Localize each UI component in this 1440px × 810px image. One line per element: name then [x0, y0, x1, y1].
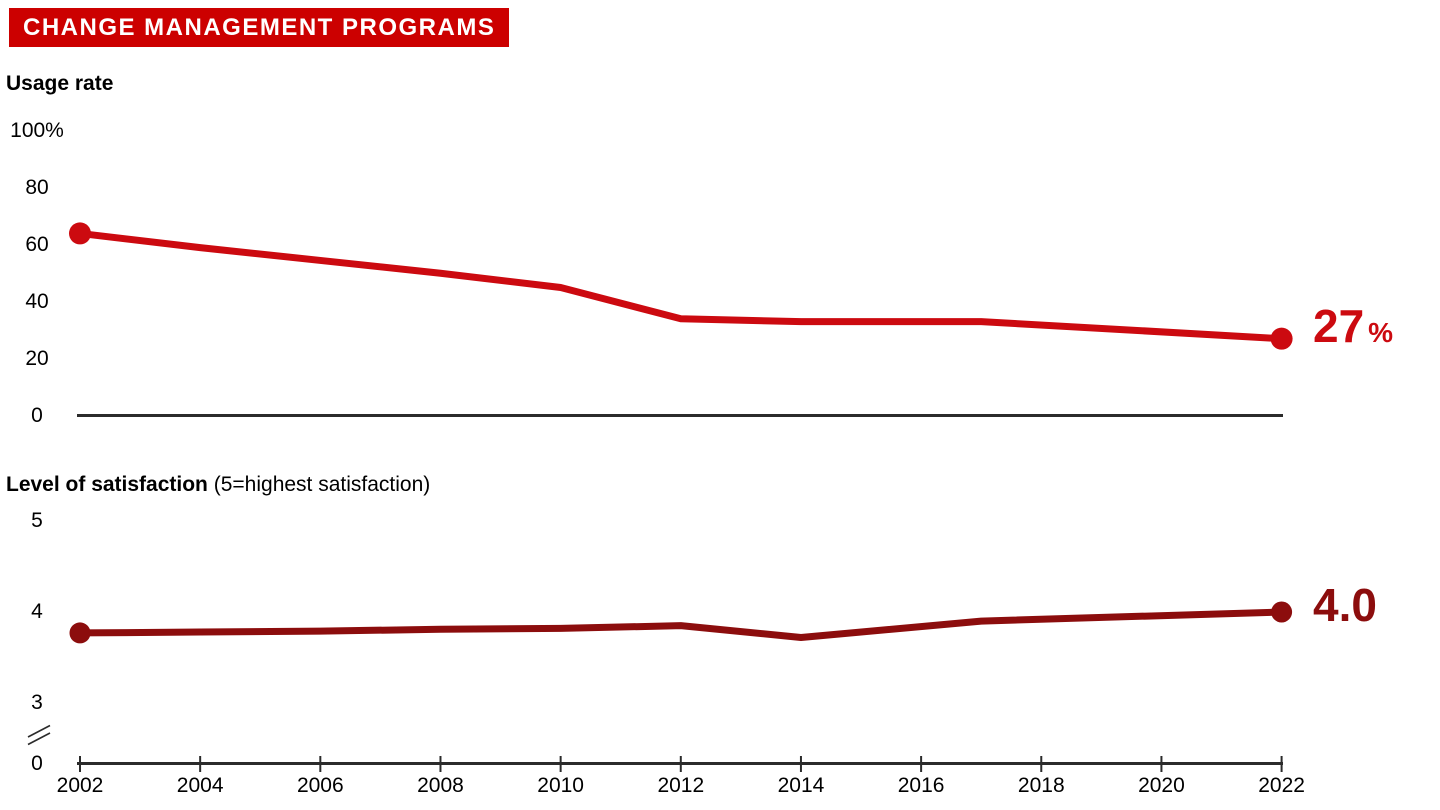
satisfaction-axis-title-bold: Level of satisfaction [6, 473, 208, 496]
usage-first-point-marker [69, 222, 91, 245]
usage-y-tick-label: 80 [25, 175, 49, 199]
satisfaction-first-point-marker [69, 622, 91, 644]
y-axis-break-icon [27, 724, 51, 746]
satisfaction-y-tick-label: 3 [31, 691, 43, 714]
chart-title: CHANGE MANAGEMENT PROGRAMS [23, 14, 496, 41]
satisfaction-y-tick-label: 5 [31, 509, 43, 532]
satisfaction-axis-title: Level of satisfaction (5=highest satisfa… [6, 473, 430, 497]
x-axis-tick-marks [79, 756, 1283, 772]
satisfaction-line [79, 608, 1282, 641]
x-axis-year-label: 2002 [56, 774, 104, 797]
satisfaction-last-point-marker [1271, 601, 1293, 623]
usage-end-unit: % [1368, 317, 1394, 348]
usage-y-tick-label: 0 [31, 403, 43, 427]
satisfaction-axis-title-note: (5=highest satisfaction) [213, 473, 431, 496]
usage-end-value-label: 27% [1313, 303, 1393, 349]
usage-y-tick-label: 60 [25, 232, 49, 256]
x-axis-year-label: 2016 [897, 774, 945, 797]
usage-last-point-marker [1270, 327, 1293, 350]
x-axis-year-label: 2004 [176, 774, 224, 797]
usage-rate-axis-title: Usage rate [6, 72, 114, 95]
x-axis-year-label: 2008 [417, 774, 464, 797]
chart-title-banner: CHANGE MANAGEMENT PROGRAMS [9, 8, 510, 47]
x-axis-year-label: 2022 [1258, 774, 1305, 797]
usage-y-tick-label: 40 [25, 289, 49, 313]
x-axis-year-label: 2012 [657, 774, 705, 797]
usage-end-value: 27 [1313, 300, 1365, 352]
x-axis-year-label: 2014 [777, 774, 825, 797]
x-axis-year-label: 2006 [296, 774, 344, 797]
satisfaction-end-value-label: 4.0 [1313, 579, 1377, 631]
x-axis-year-label: 2018 [1017, 774, 1065, 797]
usage-y-tick-label: 100% [10, 119, 64, 142]
usage-rate-line [79, 229, 1282, 343]
x-axis-year-label: 2020 [1138, 774, 1185, 797]
usage-y-tick-label: 20 [25, 346, 49, 370]
satisfaction-y-tick-label: 4 [31, 600, 43, 623]
satisfaction-y-tick-label: 0 [31, 751, 43, 775]
x-axis-year-label: 2010 [537, 774, 584, 797]
